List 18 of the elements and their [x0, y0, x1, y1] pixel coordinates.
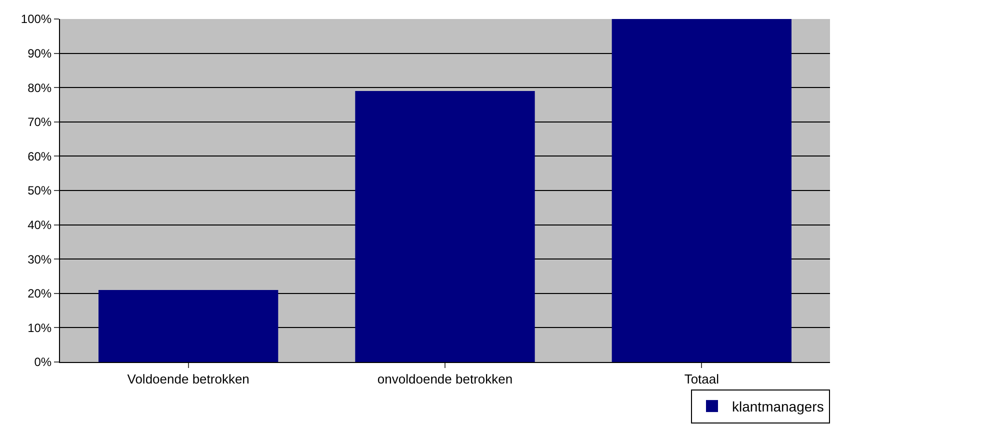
y-tick-label: 70% [28, 115, 52, 130]
bar [98, 290, 278, 362]
y-tick-label: 0% [34, 355, 52, 370]
bar [355, 91, 535, 362]
x-tick-label: Voldoende betrokken [127, 372, 250, 387]
y-tick-label: 80% [28, 80, 52, 95]
legend-label: klantmanagers [732, 398, 824, 414]
y-tick-label: 20% [28, 286, 52, 301]
x-tick-label: Totaal [684, 372, 720, 387]
y-tick-label: 90% [28, 46, 52, 60]
y-tick-label: 30% [28, 252, 52, 266]
y-tick-label: 10% [28, 320, 52, 335]
x-tick-label: onvoldoende betrokken [377, 372, 513, 387]
y-tick-label: 60% [28, 149, 52, 164]
y-tick-label: 40% [28, 218, 52, 232]
bar [612, 19, 792, 362]
y-tick-label: 50% [28, 184, 52, 198]
y-tick-label: 100% [20, 12, 52, 26]
